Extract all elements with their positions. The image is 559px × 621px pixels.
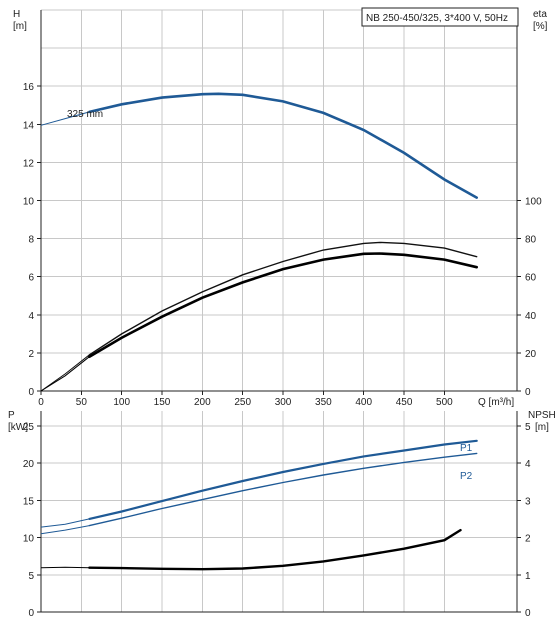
npsh-axis-unit: [m] [535, 422, 549, 433]
p2-series-label: P2 [460, 471, 473, 482]
head-panel-axes [37, 10, 521, 395]
flow-tick-label: 0 [38, 397, 44, 408]
npsh-tick-label: 1 [525, 571, 531, 582]
power-panel-ticks: 0 5 10 15 20 25 0 1 2 3 4 5 [23, 422, 531, 619]
efficiency-curve-upper-extrapolated [40, 354, 90, 392]
head-tick-label: 10 [23, 197, 35, 208]
head-panel-grid [41, 9, 518, 391]
power-axis-label: P [8, 410, 15, 421]
head-axis-label: H [13, 9, 20, 20]
head-curve-325mm [88, 92, 478, 199]
head-tick-label: 8 [28, 235, 34, 246]
power-curve-p2 [88, 452, 478, 527]
npsh-axis-label: NPSH [528, 410, 556, 421]
power-npsh-panel: 0 5 10 15 20 25 0 1 2 3 4 5 P [kW] NPSH [m] P1 P2 [8, 410, 556, 619]
npsh-tick-label: 2 [525, 534, 531, 545]
efficiency-tick-label: 100 [525, 197, 542, 208]
npsh-curve [88, 528, 462, 571]
flow-tick-label: 250 [234, 397, 251, 408]
head-curve-325mm-extrapolated [40, 111, 90, 126]
efficiency-curve-lower-extrapolated [40, 356, 90, 392]
efficiency-curve-lower [88, 252, 478, 358]
npsh-tick-label: 3 [525, 496, 531, 507]
power-tick-label: 25 [23, 422, 35, 433]
flow-tick-label: 150 [154, 397, 171, 408]
p1-series-label: P1 [460, 443, 473, 454]
head-tick-label: 12 [23, 158, 35, 169]
head-tick-label: 2 [28, 349, 34, 360]
flow-tick-label: 350 [315, 397, 332, 408]
head-panel-series [40, 92, 478, 392]
flow-tick-label: 100 [113, 397, 130, 408]
head-efficiency-panel: 0 50 100 150 200 250 300 350 400 450 5000246810121… [13, 7, 548, 408]
flow-tick-label: 500 [436, 397, 453, 408]
power-curve-p1-extrapolated [40, 518, 90, 528]
head-axis-unit: [m] [13, 21, 27, 32]
flow-tick-label: 400 [355, 397, 372, 408]
head-tick-label: 16 [23, 82, 35, 93]
npsh-tick-label: 4 [525, 459, 531, 470]
efficiency-tick-label: 60 [525, 273, 537, 284]
efficiency-tick-label: 20 [525, 349, 537, 360]
power-panel-grid [41, 411, 518, 612]
efficiency-curve-upper [88, 241, 478, 356]
flow-tick-label: 50 [76, 397, 88, 408]
npsh-tick-label: 5 [525, 422, 531, 433]
power-curve-p1 [88, 439, 478, 520]
head-panel-ticks: 0 50 100 150 200 250 300 350 400 450 5000246810121… [23, 82, 542, 408]
efficiency-tick-label: 80 [525, 235, 537, 246]
power-tick-label: 5 [28, 571, 34, 582]
efficiency-axis-label: eta [533, 9, 547, 20]
head-tick-label: 14 [23, 120, 35, 131]
power-panel-axes [37, 411, 521, 613]
head-tick-label: 6 [28, 273, 34, 284]
power-tick-label: 0 [28, 608, 34, 619]
efficiency-tick-label: 0 [525, 387, 531, 398]
power-axis-unit: [kW] [8, 422, 28, 433]
head-tick-label: 4 [28, 311, 34, 322]
efficiency-tick-label: 40 [525, 311, 537, 322]
efficiency-axis-unit: [%] [533, 21, 548, 32]
chart-title-box [361, 7, 519, 27]
power-tick-label: 15 [23, 496, 35, 507]
chart-title: NB 250-450/325, 3*400 V, 50Hz [366, 13, 508, 24]
flow-tick-label: 300 [275, 397, 292, 408]
power-panel-series [40, 439, 478, 571]
power-tick-label: 10 [23, 534, 35, 545]
flow-tick-label: 450 [396, 397, 413, 408]
flow-tick-label: 200 [194, 397, 211, 408]
power-tick-label: 20 [23, 459, 35, 470]
flow-axis-label: Q [m³/h] [478, 397, 514, 408]
impeller-diameter-label: 325 mm [67, 109, 103, 120]
power-curve-p2-extrapolated [40, 525, 90, 535]
head-tick-label: 0 [28, 387, 34, 398]
npsh-tick-label: 0 [525, 608, 531, 619]
